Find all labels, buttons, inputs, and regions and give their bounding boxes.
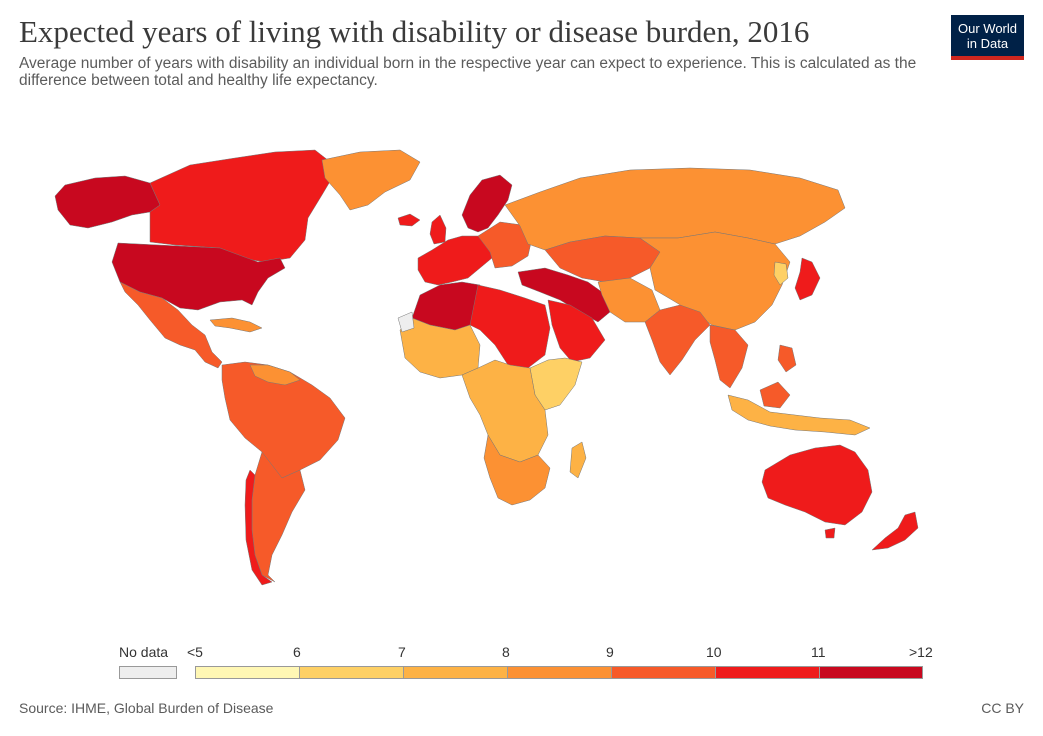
legend-no-data-swatch[interactable]: [119, 666, 177, 679]
region-iceland[interactable]: [397, 213, 421, 227]
license-link[interactable]: CC BY: [981, 700, 1024, 716]
region-russia[interactable]: [504, 167, 846, 251]
region-eastern-europe[interactable]: [477, 221, 533, 269]
region-philippines[interactable]: [777, 344, 797, 373]
region-indonesia[interactable]: [727, 394, 871, 436]
logo-line-2: in Data: [966, 36, 1009, 51]
legend-bin-swatch[interactable]: [715, 666, 820, 679]
region-western-sahara[interactable]: [397, 311, 415, 333]
legend-tick-label: 10: [706, 644, 722, 660]
legend-bin-swatch[interactable]: [819, 666, 923, 679]
region-china[interactable]: [639, 231, 791, 331]
legend-bin-swatch[interactable]: [507, 666, 612, 679]
region-canada[interactable]: [149, 149, 339, 263]
region-uk[interactable]: [429, 214, 447, 245]
region-alaska[interactable]: [54, 175, 161, 229]
legend-bin-swatch[interactable]: [611, 666, 716, 679]
region-west-africa[interactable]: [399, 317, 481, 379]
region-india[interactable]: [644, 304, 711, 376]
region-madagascar[interactable]: [569, 441, 587, 479]
region-greenland[interactable]: [321, 149, 421, 211]
region-iran-pakistan[interactable]: [597, 277, 661, 323]
region-australia[interactable]: [761, 444, 873, 526]
region-arabia[interactable]: [547, 299, 606, 363]
chart-title: Expected years of living with disability…: [19, 14, 810, 49]
legend-end-label: >12: [909, 644, 933, 660]
legend-tick-label: 9: [606, 644, 614, 660]
legend-tick-label: 6: [293, 644, 301, 660]
logo-line-1: Our World: [958, 21, 1017, 36]
region-middle-east[interactable]: [517, 267, 611, 323]
region-western-europe[interactable]: [417, 235, 493, 286]
world-map[interactable]: [0, 100, 1043, 620]
legend-bin-swatch[interactable]: [403, 666, 508, 679]
region-chile[interactable]: [244, 469, 273, 586]
region-borneo[interactable]: [759, 381, 791, 409]
region-northeast-africa[interactable]: [469, 284, 551, 369]
region-mexico-central-america[interactable]: [119, 281, 223, 369]
legend-bin-swatch[interactable]: [195, 666, 300, 679]
region-venezuela[interactable]: [249, 364, 301, 386]
region-korea[interactable]: [773, 261, 789, 286]
legend-bin-swatch[interactable]: [299, 666, 404, 679]
owid-logo[interactable]: Our World in Data: [951, 15, 1024, 60]
region-scandinavia[interactable]: [461, 174, 513, 233]
chart-subtitle: Average number of years with disability …: [19, 55, 917, 89]
legend-tick-label: <5: [187, 644, 203, 660]
region-southern-africa[interactable]: [483, 434, 551, 506]
legend-no-data-label: No data: [119, 644, 169, 660]
source-note: Source: IHME, Global Burden of Disease: [19, 700, 274, 716]
region-tasmania[interactable]: [824, 527, 836, 539]
legend-tick-label: 8: [502, 644, 510, 660]
legend-tick-label: 7: [398, 644, 406, 660]
region-caribbean[interactable]: [209, 317, 263, 333]
region-japan[interactable]: [794, 257, 821, 301]
legend-tick-label: 11: [811, 644, 826, 660]
region-new-zealand[interactable]: [871, 511, 919, 551]
region-central-africa[interactable]: [461, 359, 549, 463]
region-southeast-asia[interactable]: [709, 324, 749, 389]
